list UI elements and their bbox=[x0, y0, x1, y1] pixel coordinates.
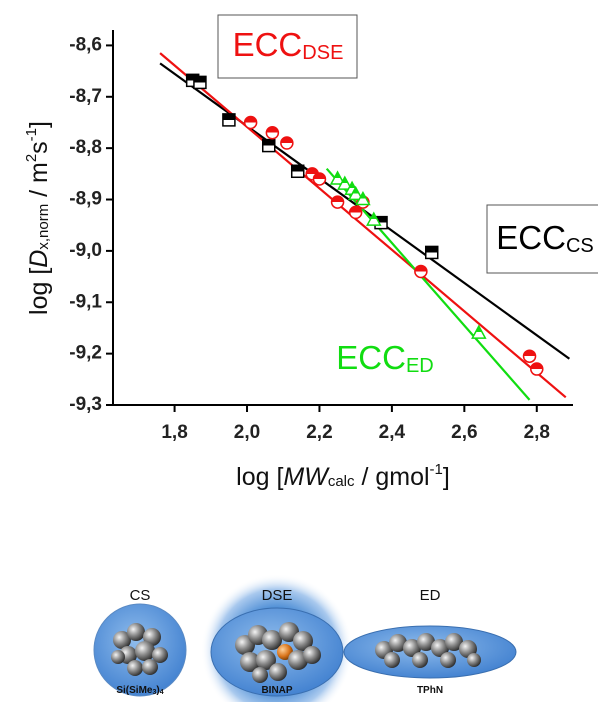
molecule-part: ) bbox=[156, 685, 159, 696]
annotation-sub: ED bbox=[406, 355, 434, 377]
point bbox=[329, 170, 346, 185]
shape-label: CS bbox=[130, 587, 151, 604]
molecule-part: Si(SiMe bbox=[116, 685, 153, 696]
label-part: ] bbox=[25, 121, 53, 128]
y-tick-label: -9,3 bbox=[69, 394, 102, 415]
annotation-text: ECC bbox=[233, 26, 303, 63]
fit-line bbox=[159, 52, 567, 399]
label-part: / gmol bbox=[355, 463, 430, 491]
point bbox=[337, 175, 353, 190]
molecule-part: BINAP bbox=[261, 685, 292, 696]
annotation-text: ECC bbox=[496, 219, 566, 256]
illustration bbox=[93, 574, 517, 702]
label-part: log [ bbox=[25, 268, 53, 315]
point bbox=[193, 75, 207, 90]
point bbox=[530, 362, 544, 376]
shape-label: ED bbox=[420, 587, 441, 604]
annotation-box bbox=[486, 204, 598, 274]
molecule-part: 4 bbox=[160, 689, 164, 696]
cs-molecule bbox=[111, 623, 168, 676]
point bbox=[222, 113, 236, 127]
x-tick-label: 2,2 bbox=[306, 422, 332, 443]
x-tick-label: 2,4 bbox=[379, 422, 406, 443]
y-axis-label: log [Dx,norm / m2s-1] bbox=[23, 121, 53, 315]
label-part: / m bbox=[25, 162, 53, 204]
point bbox=[312, 172, 327, 186]
x-tick-label: 2,0 bbox=[234, 422, 260, 443]
label-part: -1 bbox=[430, 461, 443, 478]
point bbox=[355, 190, 371, 206]
molecule-label: BINAP bbox=[261, 685, 292, 696]
x-tick-label: 2,8 bbox=[524, 422, 550, 443]
point bbox=[471, 324, 487, 339]
annotation-box bbox=[217, 14, 358, 79]
shape-label: DSE bbox=[262, 587, 293, 604]
y-tick-label: -8,7 bbox=[69, 86, 102, 107]
molecule-label: TPhN bbox=[417, 685, 443, 696]
point bbox=[243, 115, 258, 130]
y-tick-label: -8,9 bbox=[69, 189, 102, 210]
point bbox=[347, 185, 364, 201]
point bbox=[366, 211, 382, 226]
point bbox=[290, 164, 305, 179]
y-tick-label: -9,0 bbox=[69, 240, 102, 261]
annotation: ECCED bbox=[336, 339, 433, 378]
annotation-text: ECC bbox=[336, 339, 406, 376]
molecule-part: TPhN bbox=[417, 685, 443, 696]
y-tick-label: -8,6 bbox=[69, 34, 102, 55]
y-tick-label: -9,2 bbox=[69, 343, 102, 364]
x-tick-label: 1,8 bbox=[161, 422, 187, 443]
label-part: s bbox=[25, 141, 53, 154]
point bbox=[261, 138, 276, 153]
annotation-sub: DSE bbox=[302, 42, 343, 64]
point bbox=[265, 125, 280, 140]
point bbox=[424, 245, 439, 260]
point bbox=[414, 264, 428, 279]
label-part: ] bbox=[443, 463, 450, 491]
point bbox=[348, 205, 363, 220]
label-part: log [ bbox=[236, 463, 283, 491]
label-part: MW bbox=[283, 463, 330, 491]
point bbox=[330, 195, 345, 209]
label-part: x,norm bbox=[35, 204, 52, 250]
ed-ellipse bbox=[343, 625, 517, 679]
label-part: D bbox=[25, 250, 53, 268]
ed-molecule bbox=[375, 633, 481, 668]
label-part: -1 bbox=[23, 128, 40, 141]
point bbox=[522, 349, 537, 363]
annotation-sub: CS bbox=[566, 235, 594, 257]
label-part: 2 bbox=[23, 154, 40, 162]
label-part: calc bbox=[328, 473, 355, 490]
x-axis-label: log [MWcalc / gmol-1] bbox=[236, 461, 450, 491]
x-tick-label: 2,6 bbox=[451, 422, 477, 443]
molecule-label: Si(SiMe3)4 bbox=[116, 685, 163, 696]
dse-molecule bbox=[235, 622, 321, 683]
point bbox=[280, 136, 294, 150]
y-tick-label: -9,1 bbox=[69, 291, 102, 312]
annotation: ECCCS bbox=[496, 219, 593, 258]
annotation: ECCDSE bbox=[233, 26, 344, 65]
y-tick-label: -8,8 bbox=[69, 137, 102, 158]
molecule-part: 3 bbox=[152, 689, 156, 696]
